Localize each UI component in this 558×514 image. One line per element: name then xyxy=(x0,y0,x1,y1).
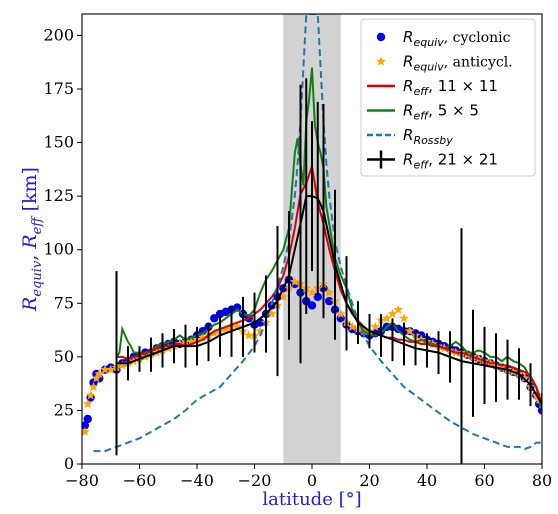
cyclonic-point xyxy=(210,314,219,323)
anticyclonic-point xyxy=(278,291,289,301)
cyclonic-point xyxy=(325,296,334,306)
tick-layer: −80 −60 −40 −20 0 20 40 60 80 0 25 50 75 100 125 150 175… xyxy=(43,25,552,490)
x-tick-label: −60 xyxy=(123,471,157,490)
y-axis-label: Requiv, Reff [km] xyxy=(19,167,45,312)
anticyclonic-point xyxy=(209,328,220,338)
anticyclonic-point xyxy=(404,326,415,336)
anticyclonic-point xyxy=(105,364,116,374)
svg-text:Requiv, Reff [km]: Requiv, Reff [km] xyxy=(19,167,45,312)
x-tick-label: 0 xyxy=(307,471,317,490)
anticyclonic-point xyxy=(381,313,392,323)
y-tick-label: 0 xyxy=(64,454,74,473)
y-tick-label: 200 xyxy=(43,25,74,44)
anticyclonic-point xyxy=(393,304,404,314)
y-label-sep: , xyxy=(19,249,41,261)
legend-marker-anticyclonic xyxy=(376,56,386,66)
anticyclonic-point xyxy=(266,309,277,319)
cyclonic-point xyxy=(307,301,317,310)
legend: Requiv, cyclonic Requiv, anticycl. Reff, 1… xyxy=(360,18,536,177)
cyclonic-point xyxy=(83,414,92,424)
legend-marker-cyclonic xyxy=(376,32,386,42)
x-tick-label: −80 xyxy=(65,471,99,490)
rossby-line xyxy=(93,14,542,453)
x-axis-label: latitude [°] xyxy=(262,489,361,510)
y-tick-label: 125 xyxy=(43,186,74,205)
anticyclonic-point xyxy=(85,390,96,400)
cyclonic-point xyxy=(313,292,322,302)
y-tick-label: 150 xyxy=(43,133,74,152)
anticyclonic-point xyxy=(197,332,208,342)
anticyclonic-point xyxy=(94,369,105,379)
anticyclonic-point xyxy=(519,373,530,383)
anticyclonic-point xyxy=(307,287,317,297)
anticyclonic-point xyxy=(100,364,110,374)
y-tick-label: 25 xyxy=(54,400,74,419)
x-tick-label: −20 xyxy=(238,471,272,490)
reff21-line xyxy=(116,195,542,405)
anticyclonic-point xyxy=(117,360,128,370)
anticyclonic-point xyxy=(88,381,99,391)
legend-label-reff5: Reff, 5 × 5 xyxy=(403,102,479,123)
x-tick-label: 20 xyxy=(359,471,379,490)
y-label-unit: [km] xyxy=(19,167,41,217)
y-label-r1-sub: equiv xyxy=(30,260,45,297)
x-tick-label: 80 xyxy=(532,471,552,490)
y-tick-label: 75 xyxy=(54,293,74,312)
legend-label-rossby: RRossby xyxy=(403,126,453,147)
cyclonic-point xyxy=(233,303,242,312)
anticyclonic-point xyxy=(243,330,254,340)
data-layer xyxy=(82,14,542,464)
y-label-r2-sub: eff xyxy=(30,215,45,235)
anticyclonic-point xyxy=(370,321,381,331)
x-tick-label: 60 xyxy=(474,471,494,490)
y-tick-label: 50 xyxy=(54,347,74,366)
anticyclonic-point xyxy=(399,313,409,323)
anticyclonic-point xyxy=(220,324,231,334)
legend-label-reff21: Reff, 21 × 21 xyxy=(403,151,498,172)
anticyclonic-point xyxy=(82,426,90,436)
legend-label-cyclonic: Requiv, cyclonic xyxy=(403,28,511,49)
anticyclonic-point xyxy=(387,309,398,319)
cyclonic-point xyxy=(267,301,276,310)
legend-box xyxy=(360,18,536,177)
y-label-r1: R xyxy=(19,297,41,312)
anticyclonic-point xyxy=(335,309,346,319)
cyclonic-point xyxy=(82,421,90,430)
anticyclonic-point xyxy=(255,326,266,336)
legend-label-reff11: Reff, 11 × 11 xyxy=(403,77,498,98)
y-label-r2: R xyxy=(19,234,41,249)
anticyclonic-point xyxy=(82,399,93,409)
y-tick-label: 175 xyxy=(43,79,74,98)
x-tick-label: −40 xyxy=(180,471,214,490)
x-tick-label: 40 xyxy=(417,471,437,490)
legend-label-anticyclonic: Requiv, anticycl. xyxy=(403,53,513,74)
y-tick-label: 100 xyxy=(43,240,74,259)
anticyclonic-point xyxy=(324,287,335,297)
